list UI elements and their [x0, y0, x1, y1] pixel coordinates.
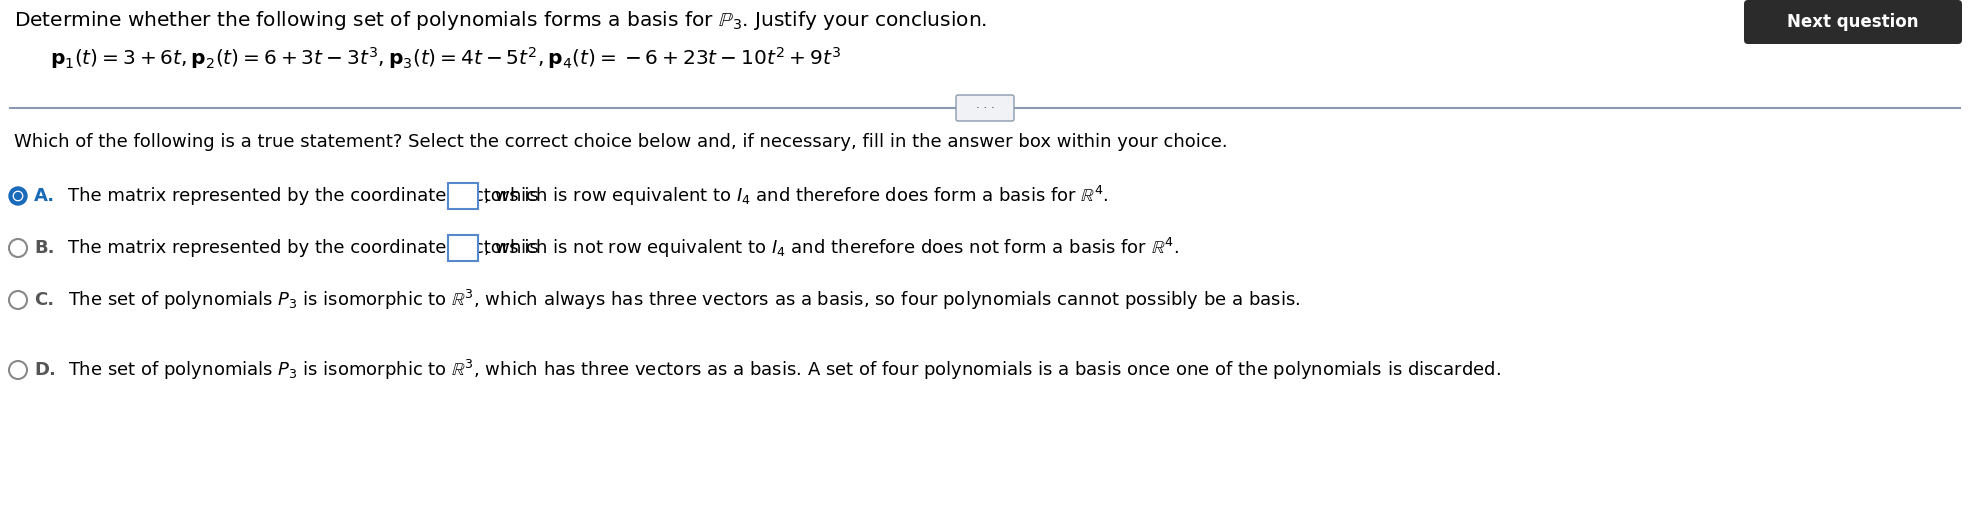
Text: , which is row equivalent to $I_4$ and therefore does form a basis for $\mathbb{: , which is row equivalent to $I_4$ and t… [483, 184, 1109, 208]
Text: , which is not row equivalent to $I_4$ and therefore does not form a basis for $: , which is not row equivalent to $I_4$ a… [483, 236, 1178, 260]
Text: Next question: Next question [1787, 13, 1919, 31]
FancyBboxPatch shape [447, 235, 479, 261]
Text: D.: D. [33, 361, 55, 379]
Text: The set of polynomials $P_3$ is isomorphic to $\mathbb{R}^3$, which has three ve: The set of polynomials $P_3$ is isomorph… [69, 358, 1501, 382]
Text: The matrix represented by the coordinate vectors is: The matrix represented by the coordinate… [69, 187, 540, 205]
FancyBboxPatch shape [447, 183, 479, 209]
FancyBboxPatch shape [955, 95, 1015, 121]
Text: Determine whether the following set of polynomials forms a basis for $\mathbb{P}: Determine whether the following set of p… [14, 8, 987, 31]
FancyBboxPatch shape [1743, 0, 1962, 44]
Text: The set of polynomials $P_3$ is isomorphic to $\mathbb{R}^3$, which always has t: The set of polynomials $P_3$ is isomorph… [69, 288, 1300, 312]
Text: A.: A. [33, 187, 55, 205]
Circle shape [14, 192, 22, 199]
Text: The matrix represented by the coordinate vectors is: The matrix represented by the coordinate… [69, 239, 540, 257]
Circle shape [10, 187, 28, 205]
Text: B.: B. [33, 239, 55, 257]
Circle shape [14, 191, 24, 201]
Text: $\mathbf{p}_1(t) = 3 + 6t, \mathbf{p}_2(t) = 6 + 3t - 3t^3, \mathbf{p}_3(t) = 4t: $\mathbf{p}_1(t) = 3 + 6t, \mathbf{p}_2(… [49, 45, 841, 71]
Text: · · ·: · · · [975, 102, 995, 115]
Text: Which of the following is a true statement? Select the correct choice below and,: Which of the following is a true stateme… [14, 133, 1227, 151]
Text: C.: C. [33, 291, 53, 309]
